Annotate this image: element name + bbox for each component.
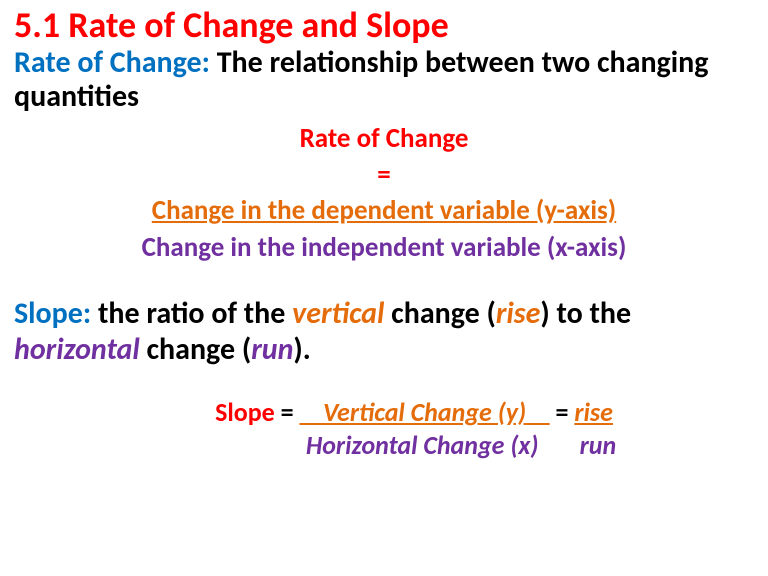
slope-formula-line1: Slope = Vertical Change (y) = rise xyxy=(74,396,754,429)
slope-formula-denominator: Horizontal Change (x) xyxy=(306,429,539,461)
roc-label: Rate of Change: xyxy=(14,44,210,81)
slope-formula-rise: rise xyxy=(574,396,613,428)
slope-formula-label: Slope xyxy=(215,396,275,428)
slope-formula-eq1: = xyxy=(275,396,300,428)
roc-formula: Rate of Change = Change in the dependent… xyxy=(14,121,754,267)
slope-label: Slope: xyxy=(14,295,91,332)
slope-formula-eq2: = xyxy=(550,396,575,428)
slope-formula-numerator: Vertical Change (y) xyxy=(323,396,526,428)
slope-def-vertical: vertical xyxy=(292,295,384,332)
slope-def-p3: ) to the xyxy=(540,295,631,332)
slope-formula-line2: Horizontal Change (x) run xyxy=(74,429,754,462)
slope-def-horizontal: horizontal xyxy=(14,331,140,368)
slope-denom-pad-l xyxy=(212,429,306,461)
slope-denom-pad-r xyxy=(538,429,579,461)
slope-def-run: run xyxy=(251,331,293,368)
rate-of-change-definition: Rate of Change: The relationship between… xyxy=(14,46,754,115)
slide-title: 5.1 Rate of Change and Slope xyxy=(14,6,754,46)
slope-formula: Slope = Vertical Change (y) = rise Horiz… xyxy=(14,396,754,461)
slope-def-p5: ). xyxy=(293,331,310,368)
slope-formula-run: run xyxy=(580,429,617,461)
roc-formula-top: Rate of Change xyxy=(14,121,754,157)
slope-def-rise: rise xyxy=(496,295,541,332)
slope-def-p1: the ratio of the xyxy=(91,295,292,332)
slope-definition: Slope: the ratio of the vertical change … xyxy=(14,296,754,368)
roc-formula-denominator: Change in the independent variable (x-ax… xyxy=(14,230,754,266)
slope-numerator-pad-r xyxy=(526,396,550,428)
roc-formula-equals: = xyxy=(14,157,754,193)
roc-formula-numerator: Change in the dependent variable (y-axis… xyxy=(14,193,754,229)
slope-def-p2: change ( xyxy=(384,295,495,332)
slope-def-p4: change ( xyxy=(140,331,251,368)
slope-numerator-pad-l xyxy=(299,396,323,428)
